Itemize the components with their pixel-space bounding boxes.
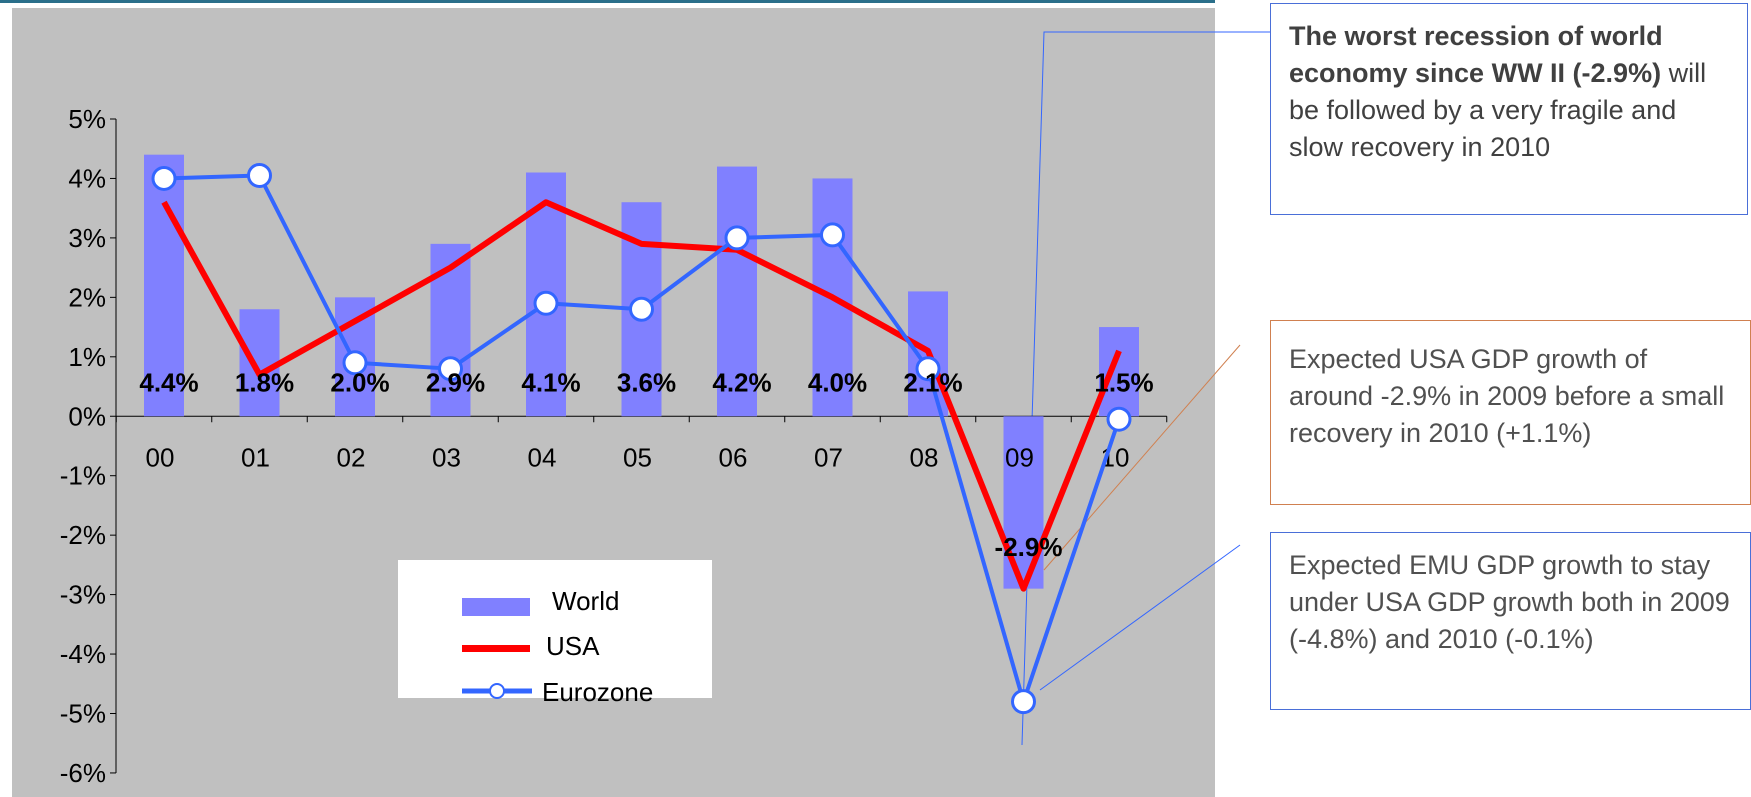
x-tick-label: 03 — [432, 442, 461, 472]
callout-emu-leader — [1039, 544, 1241, 691]
y-tick-label: -6% — [60, 758, 106, 788]
x-tick-label: 05 — [623, 442, 652, 472]
x-tick-label: 08 — [910, 442, 939, 472]
callout-recession-text: will be followed by a very fragile and s… — [1289, 58, 1707, 162]
y-tick-label: 1% — [68, 342, 106, 372]
x-tick-label: 01 — [241, 442, 270, 472]
x-tick-label: 02 — [337, 442, 366, 472]
x-tick-label: 09 — [1005, 442, 1034, 472]
point-eurozone — [1106, 406, 1132, 432]
y-tick-label: 4% — [68, 163, 106, 193]
data-label-world: 1.8% — [235, 367, 294, 397]
legend-label-eurozone: Eurozone — [542, 677, 654, 707]
data-label-world: 2.1% — [903, 367, 962, 397]
point-eurozone — [915, 356, 941, 382]
point-eurozone — [438, 356, 463, 382]
callout-emu: Expected EMU GDP growth to stay under US… — [1270, 532, 1751, 710]
callout-usa-leader — [1043, 344, 1241, 571]
y-tick-label: -2% — [60, 520, 106, 550]
data-label-world: -2.9% — [995, 532, 1063, 562]
x-tick-label: 06 — [719, 442, 748, 472]
y-tick-label: -1% — [60, 461, 106, 491]
point-eurozone — [629, 296, 654, 322]
point-eurozone — [1011, 689, 1036, 715]
bar-world — [239, 309, 280, 417]
point-eurozone — [533, 290, 559, 316]
data-label-world: 4.1% — [521, 367, 580, 397]
legend-swatch-usa — [462, 645, 530, 652]
callout-usa: Expected USA GDP growth of around -2.9% … — [1270, 320, 1751, 505]
callout-recession: The worst recession of world economy sin… — [1270, 3, 1748, 215]
data-label-world: 2.0% — [330, 367, 389, 397]
legend-item-world: World — [398, 582, 712, 622]
legend-item-eurozone: Eurozone — [398, 673, 712, 713]
legend-label-usa: USA — [546, 631, 600, 661]
header-rule — [0, 0, 1215, 3]
point-eurozone — [342, 350, 368, 376]
x-tick-label: 07 — [814, 442, 843, 472]
data-label-world: 4.4% — [139, 367, 198, 397]
chart-legend: World USA Eurozone — [398, 560, 712, 707]
y-tick-label: 0% — [68, 401, 106, 431]
bar-world — [1099, 327, 1139, 417]
series-line-usa — [161, 199, 1122, 592]
point-eurozone — [151, 165, 177, 191]
callout-recession-bold: The worst recession of world economy sin… — [1289, 21, 1663, 88]
bar-world — [144, 154, 184, 417]
data-label-world: 3.6% — [617, 367, 676, 397]
y-tick-label: 5% — [68, 104, 106, 134]
y-tick-label: -4% — [60, 639, 106, 669]
legend-label-world: World — [552, 586, 620, 616]
x-tick-label: 00 — [146, 442, 175, 472]
data-label-world: 1.5% — [1094, 367, 1153, 397]
y-tick-label: -5% — [60, 699, 106, 729]
bar-world — [717, 166, 757, 417]
point-eurozone — [247, 162, 272, 188]
data-label-world: 4.2% — [712, 367, 771, 397]
y-tick-label: 2% — [68, 282, 106, 312]
legend-swatch-eurozone — [462, 683, 532, 699]
legend-item-usa: USA — [398, 627, 712, 667]
data-label-world: 4.0% — [808, 367, 867, 397]
point-eurozone — [724, 225, 750, 251]
y-tick-label: 3% — [68, 223, 106, 253]
point-eurozone — [820, 222, 845, 248]
y-tick-label: -3% — [60, 580, 106, 610]
x-tick-label: 04 — [528, 442, 557, 472]
legend-swatch-world — [462, 598, 530, 616]
data-label-world: 2.9% — [426, 367, 485, 397]
